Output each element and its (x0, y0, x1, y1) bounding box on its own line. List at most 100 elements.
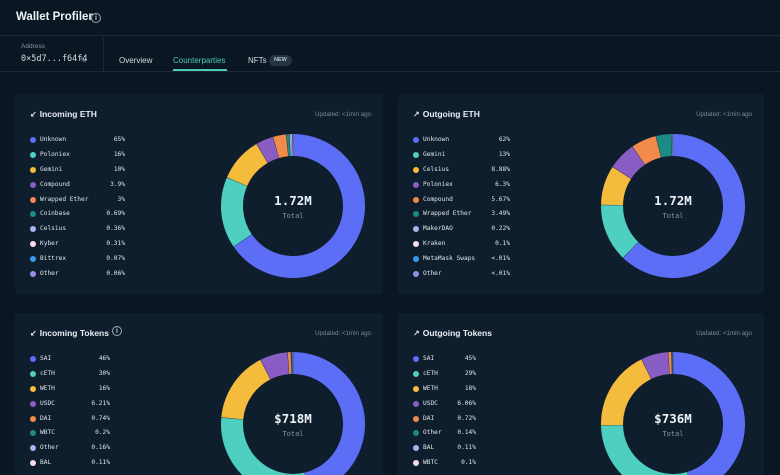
legend-swatch (413, 271, 419, 278)
donut-slice-compound[interactable] (256, 136, 279, 163)
legend-percent: <.01% (491, 270, 510, 278)
legend-swatch (30, 241, 36, 248)
legend-label: BAL (40, 459, 52, 467)
legend-percent: 3.49% (491, 210, 510, 218)
donut-slice-weth[interactable] (601, 359, 652, 426)
legend-item-usdc: USDC 6.06% (413, 398, 476, 413)
tab-nfts[interactable]: NFTs (248, 56, 267, 65)
donut-chart: 1.72M Total (600, 133, 746, 279)
legend-label: Other (40, 270, 59, 278)
donut-slice-dai[interactable] (287, 352, 292, 375)
legend-percent: 0.2% (95, 429, 110, 437)
legend-item-metamask-swaps: MetaMask Swaps <.01% (413, 253, 510, 268)
donut-slice-poloniex[interactable] (221, 177, 252, 247)
legend-percent: <.01% (491, 255, 510, 263)
edit-pencil-icon[interactable]: ✎ (80, 56, 87, 65)
legend-item-ceth: cETH 29% (413, 368, 476, 383)
donut-slice-wrapped-ether[interactable] (273, 134, 289, 158)
legend-item-unknown: Unknown 62% (413, 134, 510, 149)
panel-title: ↗ Outgoing ETH (413, 109, 480, 119)
sub-bar: Address 0×5d7...f64f4 ✎ (0, 36, 780, 72)
legend-label: SAI (40, 355, 52, 362)
total-value: 1.72M (274, 193, 312, 208)
info-icon[interactable]: i (112, 326, 122, 336)
legend-label: WBTC (423, 459, 438, 467)
top-bar: Wallet Profiler i (0, 0, 780, 36)
donut-slice-makerdao[interactable] (671, 134, 673, 157)
legend-percent: 10% (113, 165, 125, 173)
legend-label: Coinbase (40, 210, 70, 218)
legend-percent: 0.16% (91, 444, 110, 452)
legend-item-makerdao: MakerDAO 0.22% (413, 223, 510, 238)
address-value: 0×5d7...f64f4 (21, 54, 88, 64)
donut-slice-poloniex[interactable] (612, 146, 645, 179)
donut-slice-dai[interactable] (668, 352, 672, 375)
updated-time: Updated: <1min ago (315, 111, 371, 118)
legend-label: cETH (40, 369, 55, 377)
tab-overview[interactable]: Overview (119, 56, 153, 65)
info-icon[interactable]: i (91, 13, 101, 23)
donut-slice-usdc[interactable] (260, 352, 290, 380)
donut-slice-other[interactable] (671, 352, 673, 375)
legend-percent: 18% (464, 384, 476, 392)
donut-slice-unknown[interactable] (233, 134, 365, 278)
legend-label: Gemini (40, 165, 63, 173)
donut-slice-wrapped-ether[interactable] (655, 134, 672, 158)
legend-label: BAL (423, 444, 435, 452)
address-label: Address (21, 43, 45, 50)
arrow-down-left-icon: ↙ (30, 329, 37, 338)
legend-item-dai: DAI 0.74% (30, 413, 110, 428)
arrow-up-right-icon: ↗ (413, 110, 420, 119)
donut-slice-ceth[interactable] (221, 417, 310, 475)
legend-swatch (413, 211, 419, 218)
donut-slice-weth[interactable] (221, 359, 271, 420)
legend-percent: 0.74% (91, 414, 110, 422)
legend-percent: 45% (464, 355, 476, 362)
donut-slice-ceth[interactable] (601, 425, 693, 475)
legend-item-weth: WETH 16% (30, 383, 110, 398)
legend-percent: 29% (464, 369, 476, 377)
legend-percent: 6.3% (495, 180, 510, 188)
legend-item-compound: Compound 5.67% (413, 194, 510, 209)
legend-percent: 5.67% (491, 195, 510, 203)
legend-swatch (30, 445, 36, 452)
legend-percent: 16% (98, 384, 110, 392)
legend-item-sai: SAI 45% (413, 353, 476, 368)
legend-percent: 16% (113, 150, 125, 158)
donut-slice-other[interactable] (291, 352, 293, 375)
donut-slice-sai[interactable] (673, 352, 745, 475)
legend-percent: 62% (498, 136, 510, 143)
legend-item-usdc: USDC 6.21% (30, 398, 110, 413)
donut-slice-kyber[interactable] (291, 134, 293, 157)
legend-label: MetaMask Swaps (423, 255, 476, 263)
active-tab-indicator (173, 69, 227, 71)
legend-item-other: Other <.01% (413, 268, 510, 283)
donut-slice-gemini[interactable] (601, 205, 639, 258)
donut-slice-coinbase[interactable] (286, 134, 291, 157)
donut-slice-usdc[interactable] (641, 352, 670, 379)
legend-swatch (413, 181, 419, 188)
donut-slice-compound[interactable] (632, 136, 661, 165)
legend-item-bittrex: Bittrex 0.07% (30, 253, 125, 268)
legend-label: WETH (40, 384, 55, 392)
legend-percent: 0.11% (457, 444, 476, 452)
legend-swatch (30, 226, 36, 233)
donut-slice-celsius[interactable] (289, 134, 292, 157)
donut-slice-wbtc[interactable] (291, 352, 292, 375)
panel-outgoing-tokens: ↗ Outgoing Tokens Updated: <1min ago SAI 4… (398, 313, 764, 475)
donut-slice-sai[interactable] (293, 352, 365, 475)
legend-swatch (413, 460, 419, 467)
legend-swatch (413, 385, 419, 392)
legend-label: Kraken (423, 240, 446, 248)
legend-item-sai: SAI 46% (30, 353, 110, 368)
legend-swatch (30, 137, 36, 143)
legend-swatch (30, 460, 36, 467)
donut-slice-celsius[interactable] (601, 167, 631, 206)
tab-counterparties[interactable]: Counterparties (173, 56, 226, 65)
legend-label: Poloniex (423, 180, 453, 188)
donut-slice-unknown[interactable] (623, 134, 745, 278)
legend-percent: 0.1% (495, 240, 510, 248)
legend: Unknown 62% Gemini 13% Celsius 8.88% Poloniex 6… (413, 134, 510, 283)
donut-slice-gemini[interactable] (227, 144, 268, 187)
legend-item-kraken: Kraken 0.1% (413, 238, 510, 253)
